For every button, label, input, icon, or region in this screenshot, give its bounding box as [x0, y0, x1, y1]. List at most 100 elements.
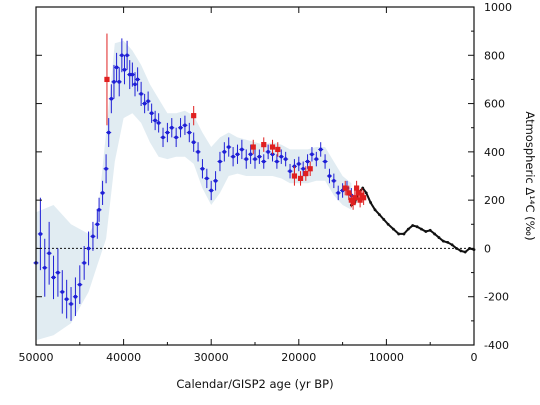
data-point-blue [327, 174, 332, 178]
data-point-blue [231, 154, 235, 159]
data-point-blue [149, 111, 154, 116]
data-point-blue [156, 121, 161, 125]
data-point-blue [178, 125, 183, 130]
data-point-black [392, 227, 395, 231]
data-point-black [382, 218, 386, 221]
data-point-blue [127, 72, 132, 77]
uncertainty-envelope [36, 40, 352, 341]
data-point-blue [244, 157, 249, 161]
data-point-blue [114, 65, 119, 70]
data-point-blue [64, 297, 69, 301]
data-point-blue [112, 80, 116, 84]
data-point-black [441, 239, 445, 243]
y-axis-ticks: -400 -200 0 200 400 600 800 1000 [36, 1, 512, 352]
data-point-red [354, 185, 360, 191]
data-point-blue [106, 130, 111, 135]
data-point-black [420, 227, 423, 231]
x-tick-label: 40000 [106, 351, 141, 364]
data-point-black [386, 222, 390, 226]
data-point-blue [104, 166, 108, 171]
data-point-red [261, 142, 267, 148]
x-tick-label: 10000 [369, 351, 404, 364]
data-point-red [250, 144, 256, 150]
data-point-black [463, 250, 467, 254]
y-axis-title: Atmospheric Δ¹⁴C (‰) [523, 111, 537, 240]
x-tick-label: 30000 [194, 351, 229, 364]
data-point-blue [97, 208, 101, 212]
series-red [104, 33, 367, 210]
data-point-blue [336, 191, 341, 195]
data-point-red [342, 185, 348, 191]
data-point-black [364, 191, 368, 195]
data-point-blue [323, 159, 327, 164]
data-point-blue [51, 275, 56, 280]
data-point-blue [187, 130, 192, 135]
data-point-blue [42, 265, 47, 270]
data-point-blue [266, 150, 270, 154]
data-point-blue [248, 152, 253, 157]
data-point-blue [169, 125, 174, 130]
data-point-blue [117, 80, 122, 84]
data-point-blue [78, 282, 82, 287]
x-tick-label: 20000 [281, 351, 316, 364]
data-point-blue [196, 150, 200, 154]
data-point-red [361, 195, 367, 201]
data-point-blue [209, 188, 213, 193]
data-point-blue [47, 251, 51, 256]
y-tick-label: 1000 [484, 1, 512, 14]
data-point-black [437, 236, 441, 239]
data-point-blue [183, 123, 187, 128]
y-tick-label: 800 [484, 49, 505, 62]
data-point-blue [305, 159, 310, 164]
data-point-black [450, 243, 454, 247]
data-point-blue [332, 179, 336, 183]
data-point-red [355, 190, 361, 196]
data-point-blue [130, 72, 135, 77]
data-point-blue [91, 234, 95, 239]
y-tick-label: -400 [484, 339, 509, 352]
data-point-blue [95, 222, 100, 227]
data-point-blue [125, 53, 129, 58]
data-point-blue [240, 147, 244, 152]
data-point-blue [257, 154, 262, 159]
data-point-black [406, 227, 410, 231]
series-black-line [350, 186, 475, 254]
data-point-blue [161, 135, 165, 140]
data-point-blue [288, 169, 292, 173]
y-tick-label: 600 [484, 98, 505, 111]
data-point-black [411, 224, 415, 227]
data-point-blue [261, 159, 266, 164]
data-point-blue [133, 82, 137, 87]
data-point-blue [122, 67, 127, 72]
data-point-red [350, 199, 356, 206]
data-point-blue [82, 261, 86, 265]
data-point-blue [222, 150, 227, 154]
data-point-blue [139, 92, 143, 96]
series-black [349, 186, 476, 254]
data-point-red [357, 197, 363, 203]
data-point-black [433, 232, 436, 236]
data-point-blue [191, 140, 196, 144]
data-point-blue [205, 176, 209, 181]
x-tick-label: 0 [471, 351, 478, 364]
data-point-black [455, 247, 458, 250]
data-point-blue [109, 96, 114, 101]
data-point-blue [314, 157, 319, 161]
data-point-blue [60, 290, 65, 294]
data-point-blue [310, 152, 314, 157]
data-point-blue [200, 166, 205, 171]
data-point-blue [135, 77, 140, 82]
x-tick-label: 50000 [19, 351, 54, 364]
data-point-blue [146, 99, 150, 103]
data-point-blue [283, 157, 288, 161]
data-point-blue [213, 179, 218, 183]
data-point-red [307, 166, 313, 172]
data-point-blue [38, 232, 43, 236]
data-point-blue [279, 154, 284, 159]
data-point-blue [226, 145, 231, 149]
y-tick-label: 400 [484, 146, 505, 159]
data-point-blue [297, 162, 301, 166]
data-point-black [424, 230, 428, 233]
data-point-blue [165, 130, 170, 135]
